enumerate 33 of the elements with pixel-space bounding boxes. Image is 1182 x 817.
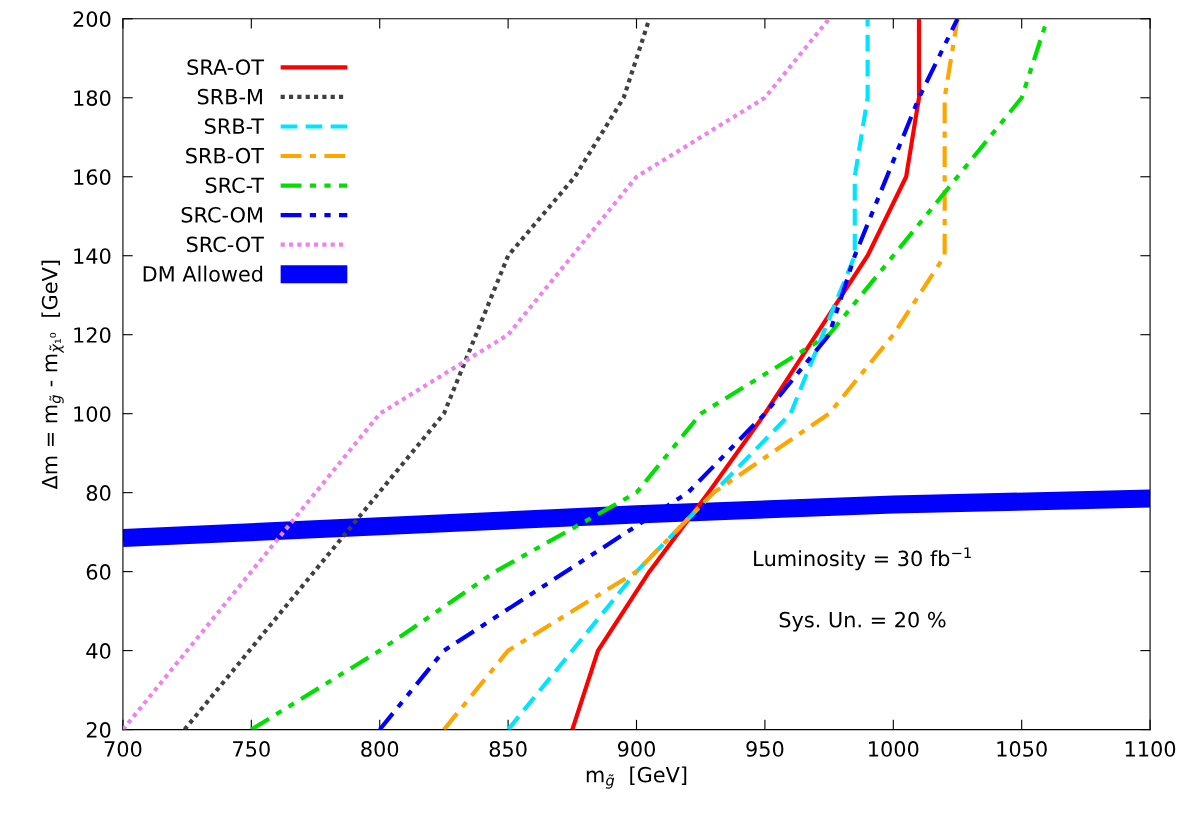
annotation: Luminosity = 30 fb$^{−1}$ xyxy=(754,547,971,571)
x-tick-label: 950 xyxy=(746,741,784,757)
y-tick-label: 200 xyxy=(73,11,111,27)
y-tick-label: 100 xyxy=(74,406,111,422)
legend-label: SRC-OM xyxy=(181,206,262,223)
legend-label: DM Allowed xyxy=(143,265,263,282)
x-axis-title: m$_{g̃}$ [GeV] xyxy=(586,766,687,789)
annotation: Sys. Un. = 20 % xyxy=(779,611,946,632)
y-tick-label: 140 xyxy=(74,248,111,264)
y-tick-label: 180 xyxy=(74,90,111,106)
legend-label: SRC-T xyxy=(205,177,265,194)
y-tick-label: 60 xyxy=(86,564,111,580)
y-tick-label: 80 xyxy=(86,485,111,501)
x-tick-label: 850 xyxy=(489,741,527,757)
line-series xyxy=(570,18,922,730)
legend-label: SRB-OT xyxy=(186,147,265,164)
x-tick-label: 750 xyxy=(233,741,270,757)
x-tick-label: 700 xyxy=(104,741,142,757)
x-tick-label: 1050 xyxy=(997,741,1047,757)
y-tick-label: 160 xyxy=(74,169,111,185)
line-series xyxy=(506,18,870,730)
x-tick-label: 900 xyxy=(617,741,656,757)
x-tick-label: 1100 xyxy=(1125,741,1176,757)
x-tick-label: 800 xyxy=(361,741,399,757)
y-tick-label: 120 xyxy=(74,327,111,343)
legend-label: SRA-OT xyxy=(187,59,265,75)
y-tick-label: 40 xyxy=(86,643,111,659)
legend-label: SRB-T xyxy=(205,118,265,135)
y-tick-label: 20 xyxy=(86,722,111,738)
x-tick-label: 1000 xyxy=(869,741,919,757)
y-axis-title: Δm = m$_{g̃}$ - m$_{χ̃₁⁰}$ [GeV] xyxy=(41,260,64,490)
legend-label: SRB-M xyxy=(197,88,262,105)
legend-label: SRC-OT xyxy=(186,236,265,253)
